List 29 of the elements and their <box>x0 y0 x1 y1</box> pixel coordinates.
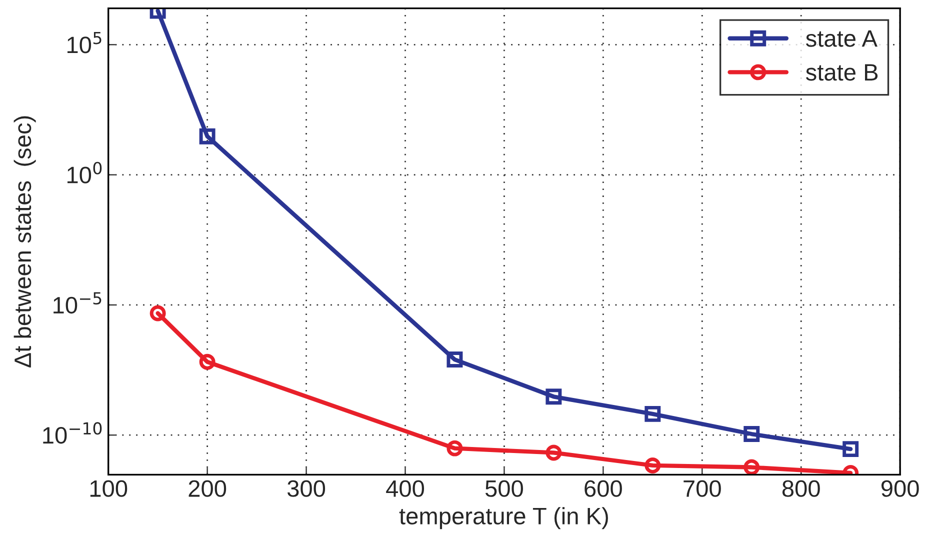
x-tick-label: 400 <box>386 480 424 497</box>
point <box>644 406 661 422</box>
x-axis-title: temperature T (in K) <box>399 507 608 530</box>
point <box>446 352 463 368</box>
x-tick-label: 600 <box>584 480 622 497</box>
point <box>150 305 166 322</box>
x-tick-label: 700 <box>684 480 721 497</box>
x-tick-label: 900 <box>881 480 919 497</box>
point <box>644 457 661 474</box>
y-axis-title: Δt between states (sec) <box>14 116 36 368</box>
point <box>546 444 562 461</box>
point <box>842 441 859 458</box>
x-tick-label: 200 <box>188 480 226 497</box>
y-tick-label: 10$^{5}$ <box>68 32 102 54</box>
point <box>199 354 216 370</box>
y-tick-label: 10$^{−10}$ <box>43 422 102 444</box>
y-tick-label: 10$^{−5}$ <box>54 292 102 314</box>
point <box>199 128 216 144</box>
point <box>446 440 463 456</box>
point <box>744 426 760 442</box>
point <box>744 459 760 475</box>
x-tick-label: 800 <box>782 480 820 497</box>
point <box>546 388 562 405</box>
y-tick-label: 10$^{0}$ <box>68 162 102 184</box>
x-tick-label: 500 <box>485 480 523 497</box>
legend-label: state B <box>806 64 878 81</box>
legend-label: state A <box>806 30 878 47</box>
x-tick-label: 100 <box>90 480 128 497</box>
x-tick-label: 300 <box>287 480 326 497</box>
